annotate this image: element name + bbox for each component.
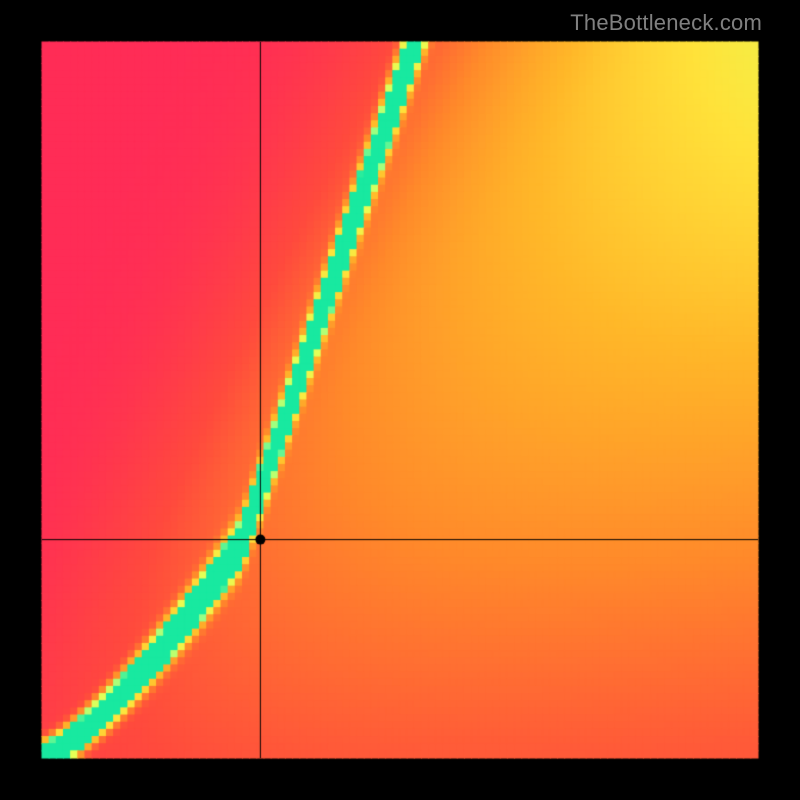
watermark-text: TheBottleneck.com — [570, 10, 762, 36]
bottleneck-heatmap — [0, 0, 800, 800]
chart-container: TheBottleneck.com — [0, 0, 800, 800]
